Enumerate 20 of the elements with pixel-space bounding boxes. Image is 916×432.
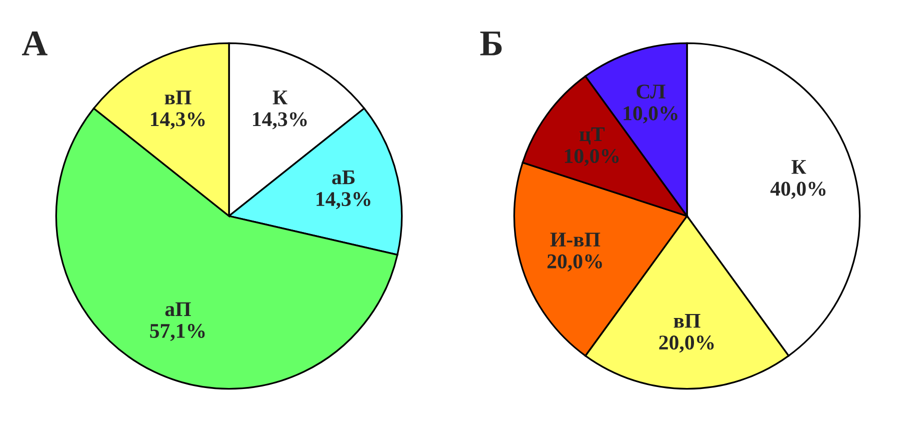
- slice-label: К: [272, 90, 288, 104]
- data-label: 40,0%: [770, 182, 826, 199]
- slice-label: СЛ: [636, 84, 666, 99]
- chart-title: Б: [480, 32, 502, 56]
- data-label: 20,0%: [547, 254, 602, 272]
- data-label: 14,3%: [316, 192, 370, 210]
- slice-label: цТ: [580, 127, 605, 145]
- data-label: 20,0%: [659, 336, 714, 353]
- slice-label: аП: [165, 302, 191, 316]
- slice-label: вП: [674, 314, 700, 328]
- slice-label: К: [792, 160, 806, 174]
- data-label: 10,0%: [624, 106, 678, 124]
- data-label: 10,0%: [564, 148, 619, 166]
- slice-label: вП: [164, 90, 192, 104]
- chart-title: А: [22, 31, 48, 56]
- data-label: 57,1%: [150, 324, 205, 341]
- slice-label: И-вП: [550, 232, 600, 246]
- data-label: 14,3%: [150, 112, 205, 130]
- slice-label: аБ: [332, 170, 355, 184]
- data-label: 14,3%: [253, 112, 307, 130]
